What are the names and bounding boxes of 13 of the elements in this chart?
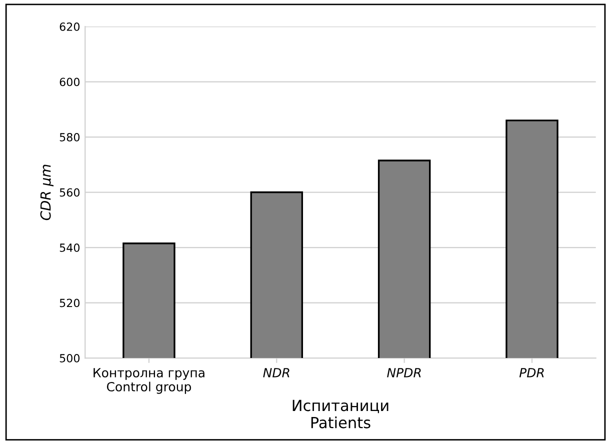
x-tick-label: NDR <box>263 368 290 378</box>
y-tick-label: 600 <box>60 78 80 86</box>
y-axis-title: CDR μm <box>40 164 54 220</box>
x-tick-label: PDR <box>519 368 544 378</box>
x-tick-label: Контролна група Control group <box>94 368 204 394</box>
y-tick-label: 580 <box>60 132 80 142</box>
y-tick-label: 520 <box>60 298 80 308</box>
y-tick-label: 560 <box>60 188 80 197</box>
y-tick-label: 500 <box>60 354 80 362</box>
y-tick-label: 620 <box>60 22 80 31</box>
y-tick-label: 540 <box>60 243 80 252</box>
x-tick-label: NPDR <box>387 368 421 378</box>
x-axis-title: Испитаници Patients <box>292 400 388 428</box>
